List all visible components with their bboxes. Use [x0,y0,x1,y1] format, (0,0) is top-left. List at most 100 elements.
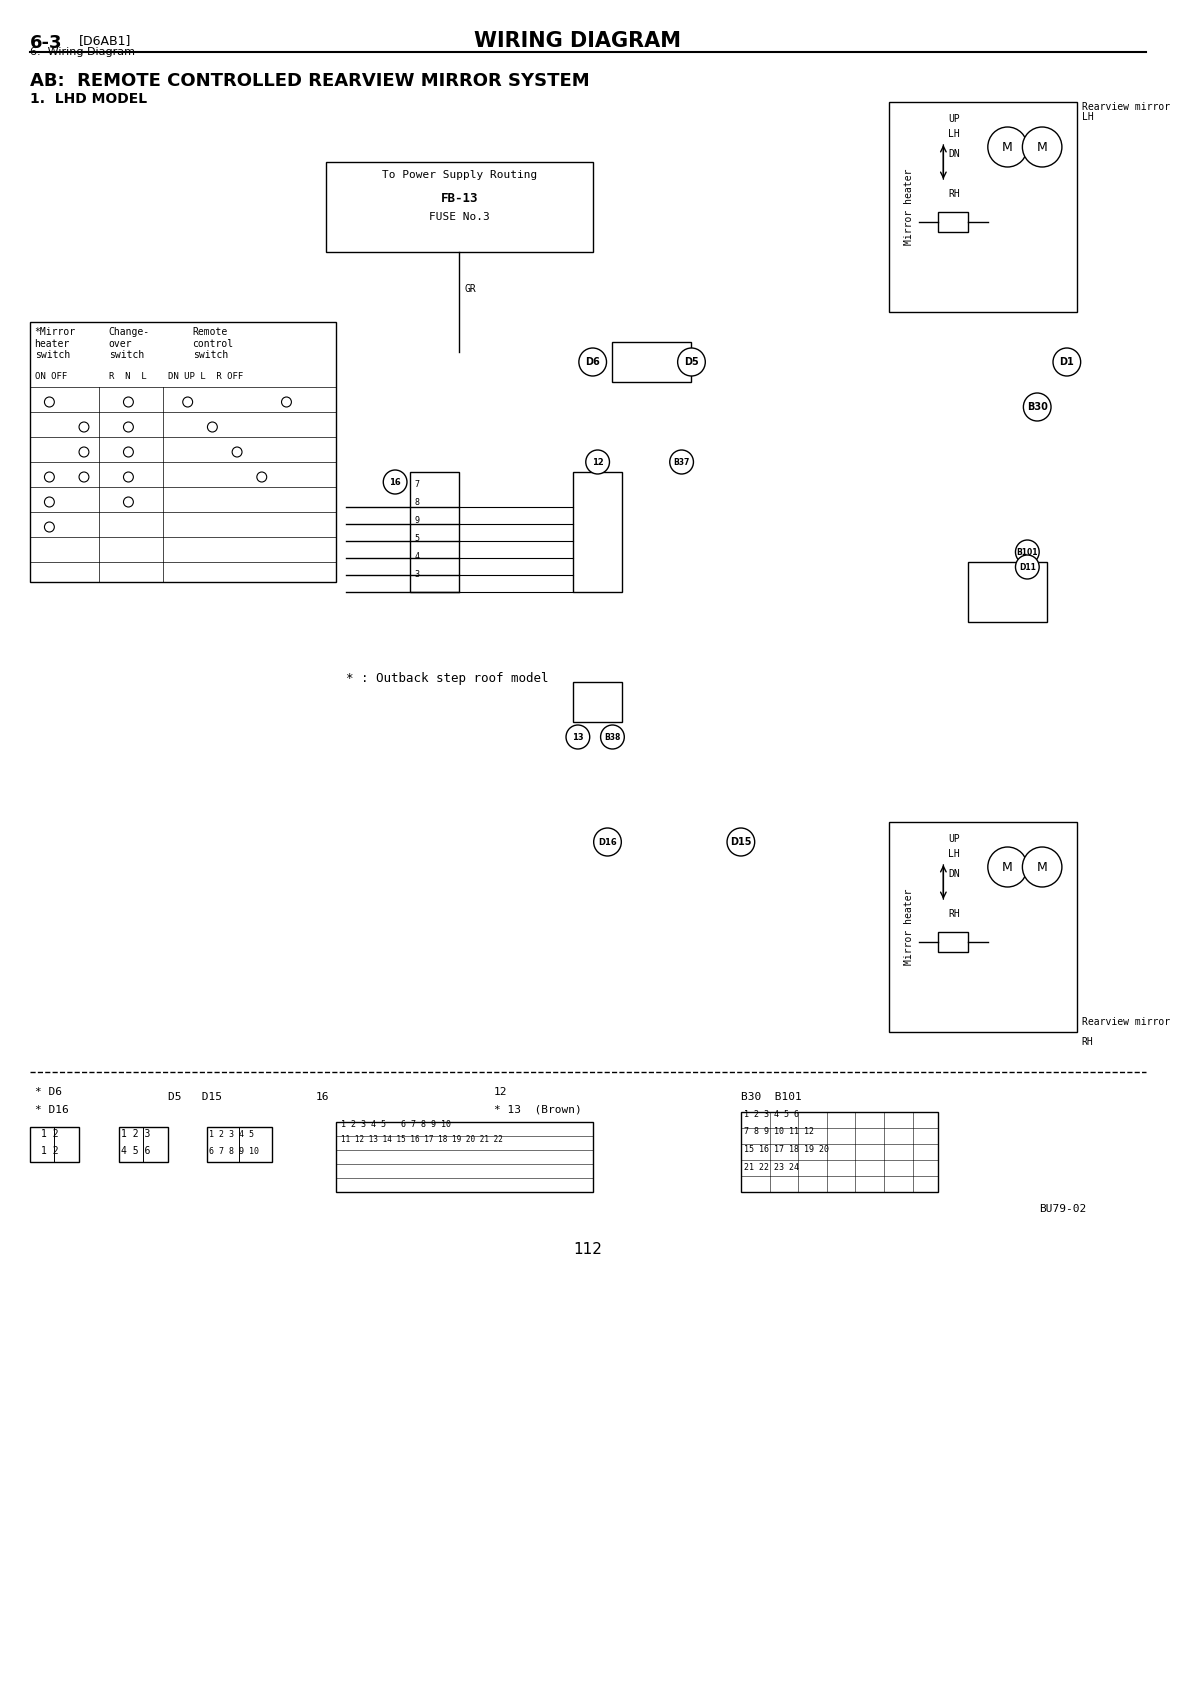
Circle shape [601,725,625,748]
Text: 112: 112 [574,1241,602,1256]
Text: D1: D1 [1059,357,1075,367]
Circle shape [578,348,607,377]
Text: RH: RH [1082,1038,1094,1046]
Bar [30,1127,79,1162]
Text: D5   D15: D5 D15 [168,1092,221,1102]
Bar [119,1127,168,1162]
Text: AB:  REMOTE CONTROLLED REARVIEW MIRROR SYSTEM: AB: REMOTE CONTROLLED REARVIEW MIRROR SY… [30,72,589,91]
Text: 3: 3 [415,570,420,579]
Text: * : Outback step roof model: * : Outback step roof model [346,673,549,685]
Text: 6 7 8 9 10: 6 7 8 9 10 [209,1147,259,1156]
Bar [409,473,459,592]
Text: ON OFF: ON OFF [35,372,67,382]
Text: 15 16 17 18 19 20: 15 16 17 18 19 20 [744,1145,828,1154]
Text: FUSE No.3: FUSE No.3 [428,212,490,222]
Text: B30: B30 [1027,402,1047,412]
Circle shape [124,397,133,407]
Text: 6.  Wiring Diagram: 6. Wiring Diagram [30,47,134,57]
Bar [30,321,336,582]
Circle shape [232,447,242,458]
Circle shape [124,496,133,506]
Text: 1.  LHD MODEL: 1. LHD MODEL [30,93,146,106]
Bar [967,562,1047,622]
Text: 16: 16 [317,1092,330,1102]
Circle shape [988,128,1027,167]
Text: 7: 7 [415,479,420,489]
Text: RH: RH [948,188,960,198]
Bar [572,473,622,592]
Bar [741,1112,939,1193]
Bar [939,932,967,952]
Text: 21 22 23 24: 21 22 23 24 [744,1162,798,1172]
Text: * D6: * D6 [35,1087,62,1097]
Circle shape [207,422,218,432]
Text: 1 2 3: 1 2 3 [120,1129,150,1139]
Circle shape [1015,555,1039,579]
Circle shape [44,397,55,407]
Text: B37: B37 [674,458,690,466]
Text: D16: D16 [599,838,616,846]
Text: 13: 13 [572,732,583,742]
Text: 1 2: 1 2 [42,1145,60,1156]
Circle shape [44,521,55,532]
Bar [613,341,691,382]
Text: DN UP L  R OFF: DN UP L R OFF [168,372,243,382]
Text: DN: DN [948,150,960,160]
Text: 4: 4 [415,552,420,562]
Circle shape [282,397,292,407]
Text: B38: B38 [605,732,621,742]
Circle shape [383,469,407,495]
Circle shape [183,397,193,407]
Text: 12: 12 [591,458,603,466]
Text: 7 8 9 10 11 12: 7 8 9 10 11 12 [744,1127,814,1135]
Text: GR: GR [464,284,476,294]
Circle shape [1022,128,1061,167]
Text: * D16: * D16 [35,1105,68,1115]
Text: R  N  L: R N L [108,372,146,382]
Text: WIRING DIAGRAM: WIRING DIAGRAM [474,30,681,50]
Bar [939,212,967,232]
Bar [572,681,622,722]
Text: UP: UP [948,834,960,844]
Text: B30  B101: B30 B101 [741,1092,802,1102]
Circle shape [670,451,694,474]
Text: B101: B101 [1016,548,1038,557]
Bar [207,1127,271,1162]
Text: Rearview mirror: Rearview mirror [1082,103,1170,113]
Text: LH: LH [1082,113,1094,123]
Text: M: M [1036,861,1047,873]
Text: D5: D5 [684,357,699,367]
Circle shape [44,473,55,483]
Text: 1 2 3 4 5: 1 2 3 4 5 [209,1130,255,1139]
Circle shape [677,348,706,377]
Text: 1 2 3 4 5 6: 1 2 3 4 5 6 [744,1110,798,1119]
Text: UP: UP [948,114,960,124]
Circle shape [79,473,89,483]
Circle shape [257,473,267,483]
Circle shape [124,447,133,458]
Circle shape [79,447,89,458]
Circle shape [1023,394,1051,420]
Text: DN: DN [948,870,960,880]
Circle shape [566,725,590,748]
Text: 6-3: 6-3 [30,34,62,52]
Text: To Power Supply Routing: To Power Supply Routing [382,170,537,180]
Text: 1 2: 1 2 [42,1129,60,1139]
Text: D15: D15 [731,838,752,848]
Bar [336,1122,593,1193]
Text: M: M [1002,861,1013,873]
Text: Mirror heater: Mirror heater [904,168,914,246]
Circle shape [585,451,609,474]
Bar [326,161,593,252]
Text: [D6AB1]: [D6AB1] [79,34,131,47]
Text: 11 12 13 14 15 16 17 18 19 20 21 22: 11 12 13 14 15 16 17 18 19 20 21 22 [340,1135,502,1144]
Circle shape [124,473,133,483]
Text: M: M [1036,141,1047,153]
Text: 16: 16 [389,478,401,486]
Text: M: M [1002,141,1013,153]
Circle shape [1015,540,1039,563]
Text: 4 5 6: 4 5 6 [120,1145,150,1156]
Text: Change-
over
switch: Change- over switch [108,326,150,360]
Text: LH: LH [948,130,960,140]
Text: 9: 9 [415,516,420,525]
